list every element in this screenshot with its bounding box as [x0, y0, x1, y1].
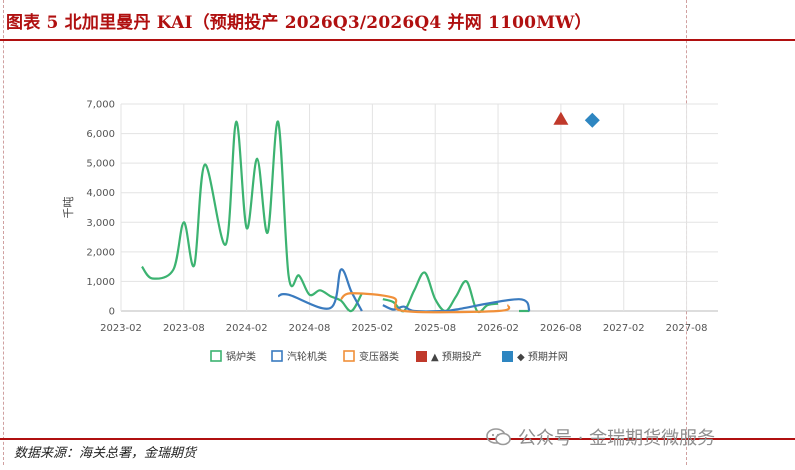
series-line: [382, 271, 499, 314]
x-tick-label: 2027-08: [666, 323, 708, 334]
x-axis-ticks: 2023-02 2023-08 2024-02 2024-08 2025-02 2025-…: [100, 323, 707, 334]
point-expected-production: [553, 111, 569, 125]
x-tick-label: 2025-02: [351, 323, 393, 334]
legend-swatch: [210, 350, 222, 362]
y-tick-label: 1,000: [86, 277, 115, 288]
wechat-icon: [486, 428, 511, 446]
x-tick-label: 2023-02: [100, 323, 142, 334]
y-axis-ticks: 0 1,000 2,000 3,000 4,000 5,000 6,000 7,000: [86, 100, 115, 318]
y-tick-label: 5,000: [86, 159, 115, 170]
chart-series: [141, 111, 600, 314]
y-tick-label: 7,000: [86, 100, 115, 111]
y-tick-label: 3,000: [86, 218, 115, 229]
data-source: 数据来源：海关总署，金瑞期货: [14, 446, 197, 461]
x-tick-label: 2025-08: [414, 323, 456, 334]
legend-label: 汽轮机类: [287, 350, 327, 363]
title-rule: [0, 39, 795, 41]
legend-swatch: [343, 350, 355, 362]
y-tick-label: 4,000: [86, 188, 115, 199]
chart-legend: 锅炉类 汽轮机类 变压器类 ▲ 预期投产 ◆ 预期并网: [210, 350, 568, 363]
legend-swatch: [271, 350, 283, 362]
legend-label: ◆ 预期并网: [517, 350, 568, 363]
x-tick-label: 2024-08: [289, 323, 331, 334]
x-tick-label: 2024-02: [226, 323, 268, 334]
chart-grid: [120, 103, 718, 312]
footer-rule: [0, 438, 795, 440]
y-tick-label: 6,000: [86, 129, 115, 140]
watermark: 公众号 · 金瑞期货微服务: [486, 424, 715, 450]
x-tick-label: 2026-08: [540, 323, 582, 334]
x-tick-label: 2026-02: [477, 323, 519, 334]
x-tick-label: 2023-08: [163, 323, 205, 334]
x-tick-label: 2027-02: [603, 323, 645, 334]
watermark-text: 公众号 · 金瑞期货微服务: [518, 428, 716, 449]
legend-label: 变压器类: [359, 350, 399, 363]
point-expected-grid: [584, 112, 600, 128]
y-axis-label: 千吨: [62, 197, 75, 219]
legend-swatch: [502, 351, 513, 362]
legend-swatch: [416, 351, 427, 362]
series-line: [141, 120, 363, 313]
figure-title: 图表 5 北加里曼丹 KAI（预期投产 2026Q3/2026Q4 并网 110…: [6, 13, 592, 33]
legend-label: 锅炉类: [226, 350, 256, 363]
series-line: [340, 292, 511, 314]
y-tick-label: 2,000: [86, 247, 115, 258]
legend-label: ▲ 预期投产: [431, 350, 482, 363]
y-tick-label: 0: [109, 307, 115, 318]
